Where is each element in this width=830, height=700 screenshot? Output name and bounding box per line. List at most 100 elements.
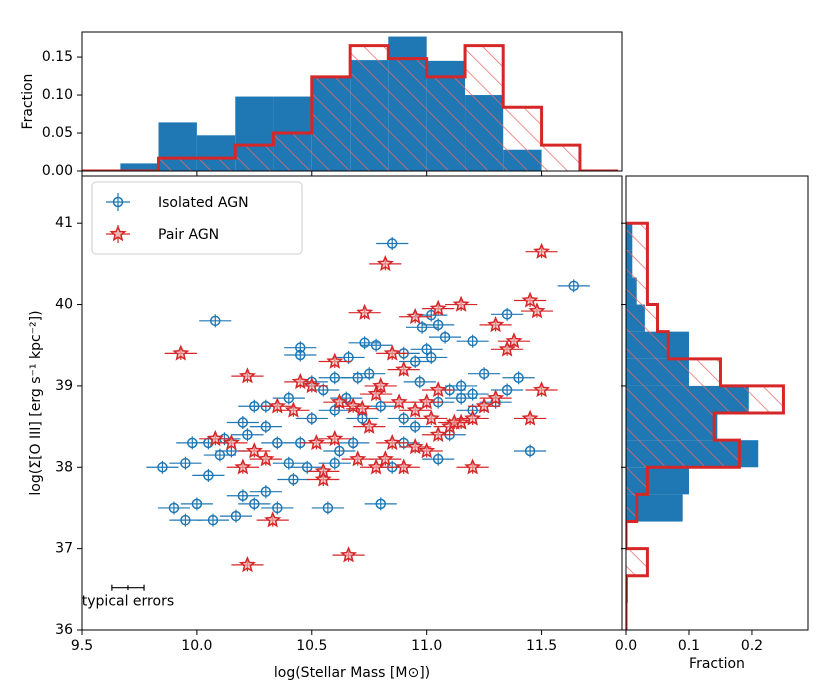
x-axis-label: log(Stellar Mass [M⊙]) xyxy=(274,665,430,681)
legend-marker xyxy=(112,196,124,208)
point xyxy=(272,437,283,449)
point xyxy=(314,470,332,487)
point xyxy=(421,344,432,355)
hist-bar xyxy=(503,107,542,171)
point xyxy=(533,381,551,398)
x-tick-label: 11.5 xyxy=(526,638,557,654)
point xyxy=(272,502,283,514)
point xyxy=(268,397,286,414)
point xyxy=(498,340,516,357)
y-tick-label: 40 xyxy=(55,297,73,313)
x-tick-label: 9.5 xyxy=(71,638,93,654)
point xyxy=(475,397,493,414)
point xyxy=(370,339,382,351)
point xyxy=(306,413,318,424)
point xyxy=(180,514,191,526)
point xyxy=(426,309,437,321)
point xyxy=(222,433,240,451)
hist-bar xyxy=(626,385,784,414)
panel: typical errors Isolated AGN Pair AGN 9.5 10.… xyxy=(28,175,623,681)
x-tick-label: 0.2 xyxy=(741,638,763,654)
point xyxy=(172,344,190,361)
point xyxy=(513,372,524,384)
x-tick-label: 11.0 xyxy=(411,638,442,654)
axes-frame xyxy=(81,31,623,172)
point xyxy=(501,384,513,396)
point xyxy=(505,332,523,349)
hist-outline xyxy=(626,221,785,630)
point xyxy=(260,486,272,497)
point xyxy=(478,368,490,379)
point xyxy=(249,498,260,510)
point xyxy=(234,458,252,475)
point xyxy=(375,401,386,412)
point xyxy=(398,413,409,424)
point xyxy=(429,381,447,398)
point xyxy=(210,315,221,327)
point xyxy=(329,372,341,384)
plot-area xyxy=(626,221,785,630)
point xyxy=(383,433,401,451)
legend-label: Isolated AGN xyxy=(158,195,249,211)
point xyxy=(257,450,275,467)
point xyxy=(501,309,513,320)
hist-bar xyxy=(465,45,504,171)
point xyxy=(214,449,226,461)
point xyxy=(168,502,180,514)
point xyxy=(432,453,444,465)
point xyxy=(464,458,482,475)
point xyxy=(349,450,367,467)
x-tick-label: 0.1 xyxy=(678,638,700,654)
point xyxy=(191,498,203,510)
point xyxy=(187,437,198,449)
point xyxy=(284,401,302,418)
hist-bar xyxy=(388,58,427,171)
y-tick-label: 41 xyxy=(55,215,73,231)
point xyxy=(353,399,371,417)
point xyxy=(363,368,375,379)
point xyxy=(372,376,390,394)
point xyxy=(180,457,191,469)
point xyxy=(264,511,282,528)
point xyxy=(207,514,219,526)
point xyxy=(376,254,394,272)
point xyxy=(329,405,341,416)
point xyxy=(238,555,256,573)
panel: 0.00 0.05 0.10 0.15 Fraction xyxy=(20,31,623,179)
point xyxy=(383,344,401,361)
point xyxy=(409,356,421,367)
y-tick-label: 0.10 xyxy=(42,87,73,103)
point xyxy=(533,242,551,259)
point xyxy=(439,331,451,343)
hist-bar xyxy=(196,158,236,171)
point xyxy=(409,421,421,432)
point xyxy=(334,445,345,457)
point xyxy=(524,445,536,457)
y-tick-label: 0.00 xyxy=(42,163,73,179)
point xyxy=(203,470,214,481)
point xyxy=(340,546,358,563)
point xyxy=(528,302,546,319)
point xyxy=(406,437,424,455)
point xyxy=(390,393,408,410)
axes-frame xyxy=(625,175,809,631)
point xyxy=(414,376,426,388)
plot-area xyxy=(146,237,590,573)
legend-box xyxy=(91,181,303,255)
point xyxy=(330,393,348,410)
point xyxy=(395,360,413,377)
hist-outline xyxy=(82,44,619,171)
point xyxy=(238,367,256,384)
point xyxy=(418,442,436,459)
hist-bar xyxy=(626,494,637,522)
point xyxy=(360,417,378,434)
point xyxy=(568,280,579,292)
point xyxy=(422,409,440,426)
point xyxy=(303,376,321,394)
point xyxy=(283,392,295,404)
hist-bar xyxy=(626,223,648,251)
hist-bar xyxy=(626,250,648,278)
annotation: typical errors xyxy=(82,594,174,610)
point xyxy=(432,319,444,331)
y-tick-label: 38 xyxy=(55,459,73,475)
